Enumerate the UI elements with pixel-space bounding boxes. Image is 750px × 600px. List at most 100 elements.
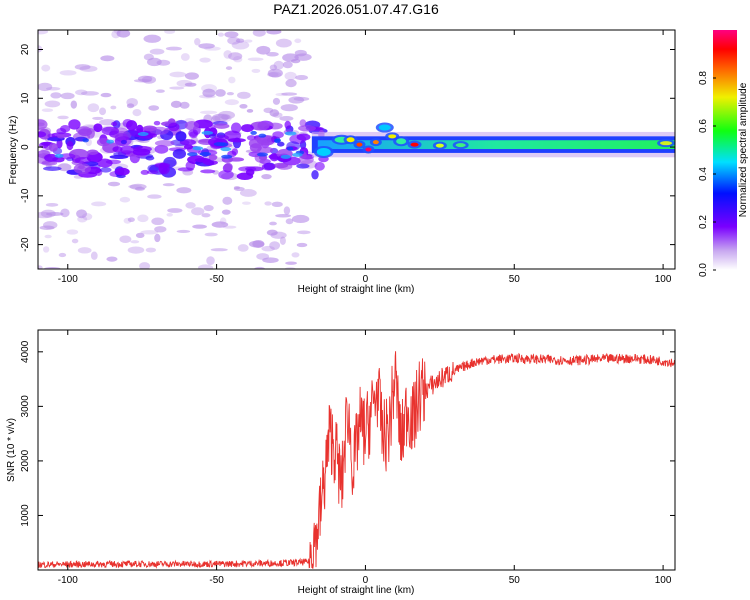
noise-blob: [44, 100, 61, 108]
noise-blob: [110, 105, 117, 110]
hot-spot: [250, 130, 257, 135]
noise-blob: [269, 241, 281, 250]
band-blob: [105, 159, 121, 165]
peak-mark: [316, 147, 331, 156]
spectrogram-marks: [38, 30, 675, 269]
noise-blob: [198, 43, 215, 49]
y-tick-label: -10: [20, 188, 31, 203]
band-blob: [147, 133, 158, 138]
signal-core: [317, 140, 675, 150]
noise-blob: [100, 92, 112, 98]
noise-blob: [263, 107, 274, 114]
x-tick-label: -50: [209, 274, 224, 285]
band-blob: [213, 123, 230, 129]
hot-spot: [106, 139, 115, 144]
noise-blob: [90, 251, 98, 260]
noise-blob: [296, 242, 308, 248]
noise-blob: [294, 38, 302, 44]
y-tick-label: 2000: [20, 449, 31, 472]
band-blob: [223, 162, 233, 171]
band-blob: [48, 142, 59, 152]
noise-blob: [99, 107, 107, 116]
x-tick-label: 100: [655, 575, 672, 586]
peak-mark: [455, 143, 466, 148]
colorbar-ticks: 0.0 0.2 0.4 0.6 0.8: [698, 71, 716, 277]
noise-blob: [44, 266, 61, 269]
band-blob: [41, 160, 58, 166]
noise-blob: [155, 89, 165, 93]
noise-blob: [192, 224, 207, 229]
band-blob: [277, 141, 285, 147]
noise-blob: [237, 91, 251, 99]
band-blob: [154, 144, 169, 154]
noise-blob: [169, 71, 187, 78]
noise-blob: [224, 99, 239, 106]
band-blob: [184, 121, 200, 131]
noise-blob: [107, 181, 121, 187]
noise-blob: [76, 209, 88, 219]
band-blob: [276, 163, 293, 170]
noise-blob: [239, 189, 257, 197]
band-blob: [231, 148, 239, 156]
noise-blob: [137, 214, 149, 223]
snr-x-label: Height of straight line (km): [298, 585, 415, 596]
noise-blob: [279, 115, 294, 121]
band-blob: [111, 121, 118, 127]
spectrogram-x-ticks: -100 -50 0 50 100: [58, 30, 672, 285]
noise-blob: [147, 57, 162, 67]
noise-blob: [184, 82, 197, 87]
noise-blob: [135, 232, 145, 238]
noise-blob: [116, 30, 131, 38]
noise-blob: [266, 229, 278, 236]
noise-blob: [279, 236, 286, 245]
figure-title: PAZ1.2026.051.07.47.G16: [273, 1, 439, 17]
noise-blob: [226, 92, 234, 96]
band-blob: [66, 140, 74, 151]
y-tick-label: -20: [20, 237, 31, 252]
band-blob: [38, 119, 48, 130]
noise-blob: [270, 231, 287, 239]
band-blob: [194, 157, 211, 163]
noise-blob: [266, 30, 282, 35]
noise-blob: [75, 89, 88, 96]
band-blob: [168, 122, 180, 132]
noise-blob: [143, 34, 161, 43]
band-blob: [248, 138, 264, 149]
band-blob: [112, 146, 123, 153]
noise-blob: [111, 30, 121, 39]
noise-blob: [113, 30, 122, 34]
hot-spot: [256, 152, 269, 157]
noise-blob: [154, 226, 167, 233]
band-blob: [43, 166, 62, 171]
band-blob: [74, 157, 91, 164]
noise-blob: [40, 209, 56, 218]
snr-x-ticks: -100 -50 0 50 100: [58, 330, 672, 586]
band-blob: [297, 155, 314, 165]
colorbar-label: Normalized spectral amplitude: [738, 82, 749, 217]
band-blob: [44, 153, 59, 162]
peak-mark: [372, 140, 379, 145]
noise-blob: [169, 86, 185, 90]
band-blob: [218, 170, 234, 180]
noise-blob: [126, 97, 138, 107]
noise-blob: [221, 209, 231, 215]
noise-blob: [283, 206, 291, 215]
x-tick-label: 0: [363, 274, 369, 285]
band-blob: [311, 170, 319, 180]
noise-blob: [262, 257, 279, 263]
noise-blob: [154, 233, 161, 243]
noise-blob: [79, 65, 98, 72]
noise-blob: [206, 256, 215, 266]
noise-blob: [176, 229, 191, 233]
band-blob: [299, 119, 307, 127]
band-blob: [109, 154, 129, 159]
noise-blob: [119, 235, 132, 244]
band-blob: [296, 163, 310, 169]
y-tick-label: 10: [20, 92, 31, 104]
noise-blob: [199, 94, 216, 99]
noise-blob: [210, 248, 228, 252]
colorbar-tick-label: 0.6: [698, 119, 709, 133]
band-blob: [59, 153, 76, 160]
noise-blob: [127, 246, 145, 254]
